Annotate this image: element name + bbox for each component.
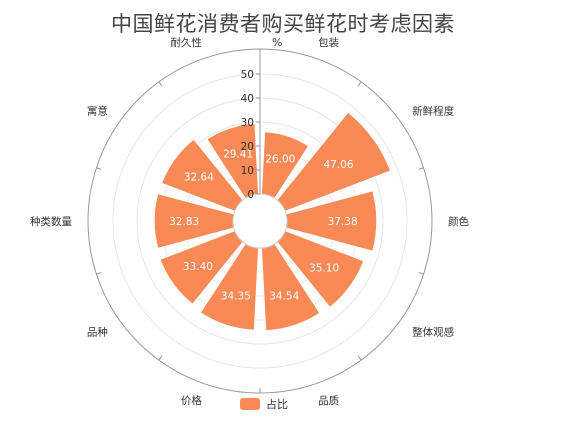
legend[interactable]: 占比	[240, 396, 288, 412]
radial-tick-label: 30	[241, 117, 254, 129]
bar-value-label: 47.06	[323, 159, 353, 171]
category-label: 品种	[87, 326, 108, 339]
category-label: 新鲜程度	[412, 104, 454, 117]
legend-swatch	[240, 398, 260, 410]
radial-tick-label: 50	[241, 69, 254, 81]
angle-tick	[418, 167, 424, 170]
unit-label: %	[272, 36, 282, 49]
category-label: 颜色	[448, 215, 469, 228]
category-label: 寓意	[87, 104, 108, 117]
bar-value-label: 35.10	[309, 263, 339, 275]
chart-bars	[153, 111, 392, 332]
category-label: 耐久性	[170, 36, 202, 49]
radial-tick-label: 20	[241, 141, 254, 153]
bar-value-label: 29.41	[223, 149, 253, 161]
bar-value-label: 32.83	[169, 216, 199, 228]
radial-tick-label: 0	[247, 189, 254, 201]
bar-value-label: 26.00	[265, 154, 295, 166]
legend-label: 占比	[266, 398, 288, 411]
category-label: 包装	[318, 36, 339, 49]
angle-tick	[357, 81, 362, 87]
category-label: 品质	[318, 395, 339, 407]
angle-tick	[357, 355, 362, 361]
angle-tick	[158, 355, 163, 361]
bar-value-label: 32.64	[184, 172, 214, 184]
category-label: 整体观感	[412, 326, 454, 339]
category-label: 种类数量	[30, 215, 72, 228]
category-label: 价格	[181, 394, 202, 407]
angle-tick	[96, 167, 102, 170]
radial-tick-label: 10	[241, 165, 254, 177]
bar-value-label: 37.38	[328, 216, 358, 228]
angle-tick	[418, 272, 424, 275]
chart-title: 中国鲜花消费者购买鲜花时考虑因素	[111, 12, 455, 36]
radial-tick-label: 40	[241, 93, 254, 105]
angle-tick	[96, 272, 102, 275]
chart-labels: 26.00 47.06 37.38 35.10 34.54 34.35 33.40 32.83…	[30, 36, 469, 407]
bar-value-label: 34.35	[221, 290, 251, 302]
inner-circle	[232, 193, 288, 249]
chart-axes	[87, 48, 433, 394]
bar-value-label: 34.54	[269, 291, 299, 303]
bar-value-label: 33.40	[183, 261, 213, 273]
angle-tick	[158, 81, 163, 87]
